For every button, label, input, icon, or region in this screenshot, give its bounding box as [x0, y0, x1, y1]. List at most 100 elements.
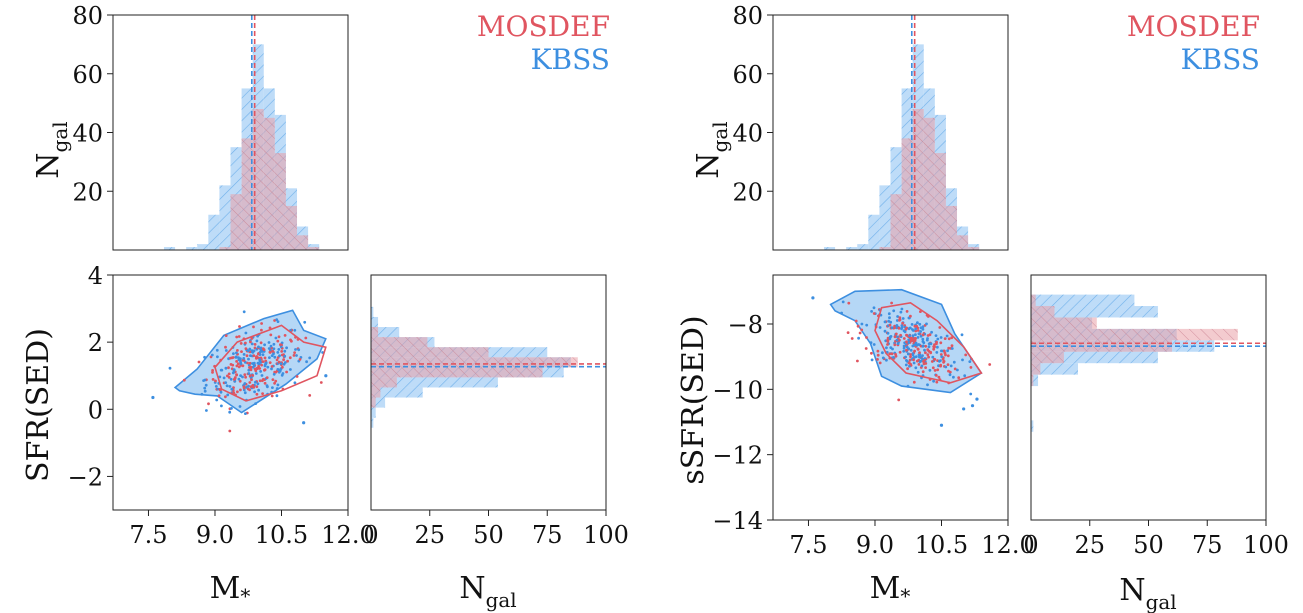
- scatter-left: [151, 309, 328, 433]
- data-point: [251, 374, 255, 377]
- data-point: [926, 334, 930, 337]
- ytick-label: 40: [732, 120, 763, 148]
- data-point: [227, 366, 230, 370]
- data-point: [881, 351, 884, 355]
- kbss-hbar: [371, 327, 400, 338]
- data-point: [906, 352, 910, 356]
- data-point: [921, 340, 925, 343]
- data-point: [935, 351, 939, 354]
- data-point: [305, 360, 308, 364]
- mosdef-bar: [934, 153, 946, 250]
- data-point: [239, 359, 242, 362]
- data-point: [286, 359, 289, 363]
- data-point: [205, 409, 208, 412]
- data-point: [921, 333, 925, 337]
- data-point: [905, 340, 908, 344]
- outlier-point: [151, 395, 155, 400]
- data-point: [876, 358, 879, 361]
- data-point: [939, 353, 943, 356]
- kbss-hbar: [1031, 374, 1039, 387]
- data-point: [284, 361, 287, 364]
- data-point: [253, 390, 256, 394]
- data-point: [250, 337, 254, 340]
- xtick-label: 100: [583, 521, 629, 549]
- data-point: [249, 368, 253, 372]
- data-point: [258, 379, 262, 383]
- data-point: [911, 334, 915, 338]
- data-point: [858, 331, 862, 335]
- mosdef-bar: [252, 109, 264, 250]
- data-point: [847, 301, 851, 305]
- data-point: [248, 381, 252, 384]
- data-point: [228, 385, 232, 388]
- data-point: [895, 324, 899, 327]
- data-point: [214, 379, 217, 383]
- data-point: [950, 347, 954, 350]
- data-point: [250, 342, 254, 346]
- data-point: [197, 360, 201, 364]
- data-point: [240, 350, 243, 353]
- xtick-label: 7.5: [129, 521, 167, 549]
- data-point: [947, 346, 951, 350]
- data-point: [304, 336, 308, 340]
- data-point: [895, 338, 899, 342]
- data-point: [251, 384, 255, 387]
- data-point: [224, 381, 228, 384]
- data-point: [897, 398, 901, 402]
- data-point: [244, 347, 248, 350]
- data-point: [226, 393, 230, 397]
- xtick-label: 10.5: [915, 531, 968, 559]
- data-point: [227, 372, 231, 376]
- data-point: [216, 355, 219, 359]
- data-point: [279, 343, 282, 347]
- data-point: [267, 341, 271, 344]
- xtick-label: 10.5: [255, 521, 308, 549]
- data-point: [933, 345, 936, 349]
- data-point: [946, 349, 949, 353]
- kbss-hbar: [1031, 420, 1034, 432]
- data-point: [238, 379, 242, 383]
- mosdef-hbar: [1031, 363, 1041, 375]
- data-point: [883, 320, 887, 324]
- xtick-label: 9.0: [856, 531, 894, 559]
- data-point: [902, 346, 906, 350]
- data-point: [236, 349, 239, 352]
- data-point: [247, 368, 251, 372]
- scatter-frame-right: [772, 274, 1009, 521]
- data-point: [908, 334, 911, 337]
- data-point: [257, 364, 260, 368]
- legend-right: MOSDEF KBSS: [1080, 10, 1260, 76]
- ytick-label: 20: [72, 178, 103, 206]
- data-point: [289, 368, 292, 371]
- data-point: [275, 394, 279, 398]
- mosdef-bar: [912, 109, 924, 250]
- data-point: [229, 363, 233, 366]
- data-point: [237, 335, 241, 338]
- data-point: [931, 355, 935, 359]
- data-point: [926, 353, 930, 357]
- mosdef-bar: [219, 247, 231, 250]
- ytick-label: 4: [88, 262, 103, 290]
- data-point: [255, 355, 259, 358]
- data-point: [869, 341, 873, 345]
- kbss-hbar: [1031, 294, 1135, 307]
- data-point: [939, 363, 943, 367]
- data-point: [885, 346, 888, 350]
- kbss-bar: [846, 247, 858, 250]
- mosdef-contour: [874, 301, 983, 384]
- data-point: [939, 341, 943, 345]
- data-point: [295, 375, 299, 378]
- data-point: [895, 319, 899, 322]
- data-point: [943, 337, 947, 340]
- data-point: [224, 349, 228, 352]
- data-point: [281, 365, 284, 369]
- data-point: [283, 349, 287, 353]
- data-point: [281, 372, 285, 375]
- data-point: [274, 336, 278, 340]
- mosdef-bar: [263, 117, 275, 250]
- data-point: [935, 380, 939, 384]
- ytick-label: 20: [732, 178, 763, 206]
- data-point: [235, 360, 239, 363]
- data-point: [963, 374, 967, 378]
- mosdef-hbar: [371, 397, 376, 408]
